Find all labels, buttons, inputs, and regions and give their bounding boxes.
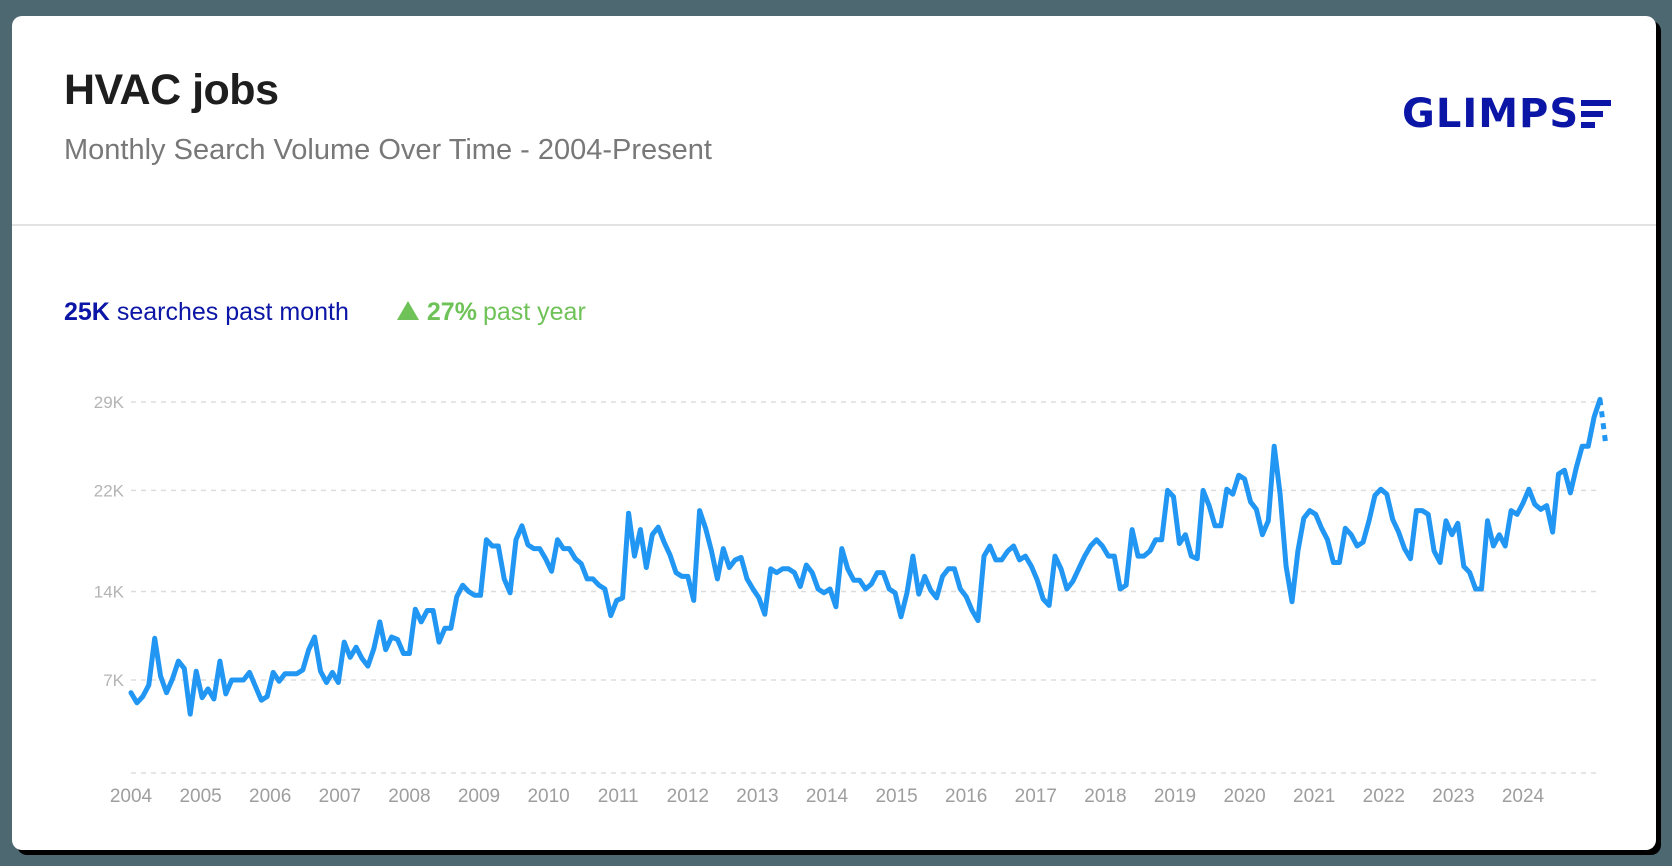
x-axis: 2004 2005 2006 2007 2008 2009 2010 2011 2012 2013… <box>110 786 1545 807</box>
x-tick-label: 2004 <box>110 786 153 807</box>
y-tick-label: 7K <box>103 671 124 690</box>
triangle-up-icon <box>396 301 419 320</box>
chart-grid <box>131 401 1600 774</box>
x-tick-label: 2017 <box>1015 786 1057 807</box>
x-tick-label: 2011 <box>598 786 639 807</box>
logo-text: GLIMPS <box>1402 91 1580 137</box>
card-header: HVAC jobs Monthly Search Volume Over Tim… <box>12 16 1656 226</box>
glimpse-logo: GLIMPS <box>1402 91 1612 137</box>
x-tick-label: 2015 <box>875 786 917 807</box>
x-tick-label: 2013 <box>736 786 778 807</box>
x-tick-label: 2019 <box>1154 786 1196 807</box>
x-tick-label: 2007 <box>319 786 361 807</box>
x-tick-label: 2022 <box>1363 786 1405 807</box>
stat-month-label: searches past month <box>116 298 349 326</box>
stat-month-value: 25K <box>64 298 110 326</box>
y-tick-label: 22K <box>94 481 125 500</box>
page-title: HVAC jobs <box>64 66 279 114</box>
series-line <box>128 396 1603 717</box>
x-tick-label: 2020 <box>1223 786 1265 807</box>
stat-year-value: 27% <box>426 298 477 326</box>
x-tick-label: 2021 <box>1293 786 1335 807</box>
x-tick-label: 2008 <box>388 786 430 807</box>
x-tick-label: 2024 <box>1502 786 1545 807</box>
page-subtitle: Monthly Search Volume Over Time - 2004-P… <box>64 134 712 166</box>
stat-past-year: 27% past year <box>396 298 586 327</box>
chart-card: HVAC jobs Monthly Search Volume Over Tim… <box>12 16 1656 850</box>
stat-year-label: past year <box>482 298 586 326</box>
x-tick-label: 2018 <box>1084 786 1126 807</box>
x-tick-label: 2006 <box>249 786 291 807</box>
x-tick-label: 2012 <box>667 786 709 807</box>
stats-row: 25K searches past month 27% past year <box>64 298 586 327</box>
x-tick-label: 2009 <box>458 786 500 807</box>
x-tick-label: 2014 <box>806 786 849 807</box>
projected-line <box>1597 399 1609 447</box>
y-axis: 29K 22K 14K 7K <box>94 393 125 690</box>
stat-past-month: 25K searches past month <box>64 298 349 327</box>
x-tick-label: 2016 <box>945 786 987 807</box>
x-tick-label: 2005 <box>179 786 221 807</box>
logo-e-icon <box>1581 98 1612 130</box>
line-chart: 29K 22K 14K 7K 2004 2005 2006 2007 2008 2009 2010… <box>94 393 1609 807</box>
x-tick-label: 2023 <box>1432 786 1474 807</box>
y-tick-label: 14K <box>94 583 125 602</box>
x-tick-label: 2010 <box>527 786 569 807</box>
y-tick-label: 29K <box>94 393 125 412</box>
